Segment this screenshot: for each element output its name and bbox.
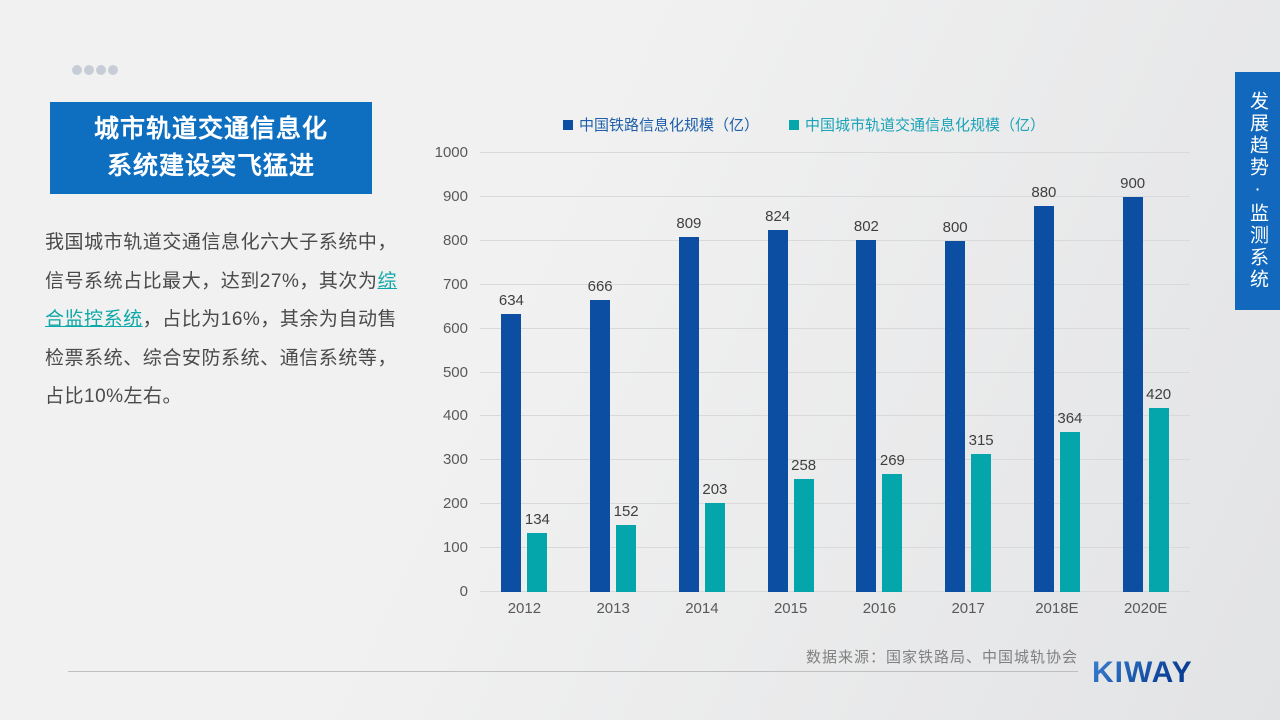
y-axis-label: 1000 xyxy=(434,144,468,161)
bar-value-label: 420 xyxy=(1146,386,1172,403)
bar-railway xyxy=(856,240,877,592)
link-monitoring-system[interactable]: 综合监控系统 xyxy=(45,270,397,331)
legend-swatch-railway xyxy=(563,119,573,130)
legend-label-urban-rail: 中国城市轨道交通信息化规模（亿） xyxy=(805,117,1046,134)
x-axis-label: 2020E xyxy=(1123,600,1168,617)
bar-value-label: 824 xyxy=(765,208,791,225)
y-axis-label: 800 xyxy=(442,231,468,249)
bar-value-label: 880 xyxy=(1031,184,1057,201)
bar-railway xyxy=(767,230,788,592)
gridline xyxy=(480,195,1190,197)
bar-urban-rail xyxy=(793,479,814,592)
bar-value-label: 258 xyxy=(791,457,817,474)
y-axis-label: 400 xyxy=(442,407,468,425)
x-axis-label: 2014 xyxy=(685,600,719,617)
legend-item-urban-rail: 中国城市轨道交通信息化规模（亿） xyxy=(789,114,1045,135)
y-axis-label: 600 xyxy=(442,319,468,337)
bar-railway xyxy=(501,314,522,592)
x-axis-label: 2015 xyxy=(773,600,808,617)
title-line-1: 城市轨道交通信息化 xyxy=(93,115,328,143)
bar-urban-rail xyxy=(1148,408,1169,592)
bar-urban-rail xyxy=(882,474,903,592)
bar-urban-rail xyxy=(971,454,992,592)
footer-divider xyxy=(68,671,1078,672)
gridline xyxy=(480,327,1190,329)
bar-railway xyxy=(1033,206,1054,592)
bar-value-label: 802 xyxy=(853,218,879,235)
gridline xyxy=(480,503,1190,505)
x-axis-label: 2016 xyxy=(862,600,897,617)
bar-value-label: 203 xyxy=(702,481,728,498)
dot xyxy=(84,65,94,75)
bar-urban-rail xyxy=(616,525,637,592)
bar-urban-rail xyxy=(704,503,725,592)
gridline xyxy=(480,371,1190,373)
pagination-dots xyxy=(72,65,120,75)
side-banner-text: 发展趋势·监测系统 xyxy=(1247,91,1268,291)
bar-railway xyxy=(945,241,966,592)
gridline xyxy=(480,239,1190,241)
bar-value-label: 634 xyxy=(498,292,524,309)
dot xyxy=(108,65,118,75)
bar-value-label: 364 xyxy=(1057,410,1083,427)
bar-value-label: 315 xyxy=(968,432,994,449)
gridline xyxy=(480,547,1190,549)
bar-value-label: 134 xyxy=(524,511,550,528)
x-axis-label: 2013 xyxy=(596,600,630,617)
source-note: 数据来源：国家铁路局、中国城轨协会 xyxy=(805,649,1078,666)
y-axis-label: 700 xyxy=(442,275,468,293)
gridline xyxy=(480,459,1190,461)
body-text-before: 我国城市轨道交通信息化六大子系统中，信号系统占比最大，达到27%，其次为 xyxy=(45,232,397,292)
legend-label-railway: 中国铁路信息化规模（亿） xyxy=(579,117,760,134)
x-axis-label: 2012 xyxy=(507,600,542,617)
bar-urban-rail xyxy=(527,533,548,592)
bar-value-label: 666 xyxy=(587,278,613,295)
bar-railway xyxy=(1122,197,1143,592)
y-axis-label: 0 xyxy=(459,583,468,600)
bar-value-label: 152 xyxy=(613,503,639,520)
plot-area: 0 100 200 300 400 500 600 700 800 900 1000 2012 634 1… xyxy=(435,144,1190,617)
gridline xyxy=(480,283,1190,285)
gridline xyxy=(480,152,1190,153)
legend-swatch-urban-rail xyxy=(789,119,800,130)
y-axis-label: 500 xyxy=(442,363,468,381)
bar-value-label: 809 xyxy=(676,215,702,232)
side-banner: 发展趋势·监测系统 xyxy=(1235,72,1280,310)
bar-value-label: 269 xyxy=(879,452,905,469)
legend-item-railway: 中国铁路信息化规模（亿） xyxy=(563,114,759,135)
title-line-2: 系统建设突飞猛进 xyxy=(106,152,315,180)
body-text-after: ，占比为16%，其余为自动售检票系统、综合安防系统、通信系统等，占比10%左右。 xyxy=(45,309,397,407)
x-axis-label: 2018E xyxy=(1035,600,1079,617)
x-axis-label: 2017 xyxy=(951,600,985,617)
bar-railway xyxy=(678,237,699,592)
y-axis-label: 300 xyxy=(442,451,468,469)
bar-railway xyxy=(590,300,611,592)
kiway-logo: KIWAY xyxy=(1092,656,1193,689)
y-axis-label: 100 xyxy=(442,539,468,557)
chart-legend: 中国铁路信息化规模（亿） 中国城市轨道交通信息化规模（亿） xyxy=(563,114,1045,135)
title-card: 城市轨道交通信息化 系统建设突飞猛进 xyxy=(50,102,372,194)
y-axis-label: 900 xyxy=(442,187,468,205)
gridline xyxy=(480,591,1190,592)
y-axis-label: 200 xyxy=(442,495,468,513)
bar-value-label: 800 xyxy=(942,219,968,236)
dot xyxy=(96,65,106,75)
bar-urban-rail xyxy=(1059,432,1080,592)
dot xyxy=(72,65,82,75)
bar-value-label: 900 xyxy=(1120,175,1146,192)
gridline xyxy=(480,415,1190,417)
body-paragraph: 我国城市轨道交通信息化六大子系统中，信号系统占比最大，达到27%，其次为综合监控… xyxy=(45,224,397,417)
